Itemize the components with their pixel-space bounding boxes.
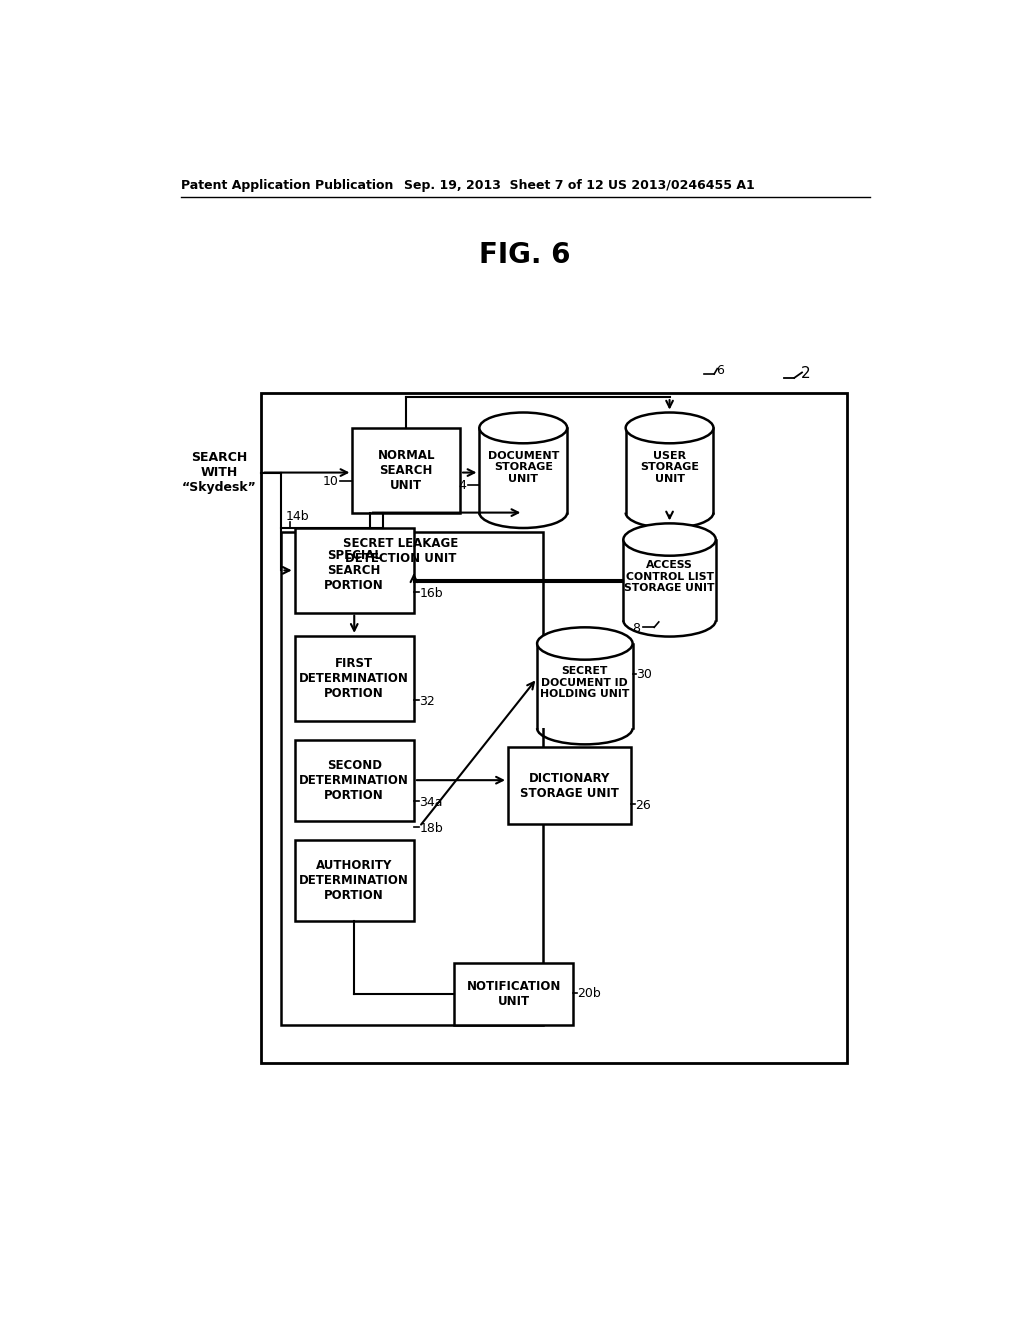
Text: USER
STORAGE
UNIT: USER STORAGE UNIT [640, 450, 699, 483]
FancyBboxPatch shape [282, 532, 544, 1024]
Text: SEARCH
WITH
“Skydesk”: SEARCH WITH “Skydesk” [181, 451, 256, 494]
Text: FIRST
DETERMINATION
PORTION: FIRST DETERMINATION PORTION [299, 656, 410, 700]
FancyBboxPatch shape [624, 540, 716, 620]
Text: 4: 4 [459, 479, 466, 492]
Text: Sep. 19, 2013  Sheet 7 of 12: Sep. 19, 2013 Sheet 7 of 12 [403, 178, 604, 191]
Text: SECRET
DOCUMENT ID
HOLDING UNIT: SECRET DOCUMENT ID HOLDING UNIT [541, 667, 630, 700]
Text: 2: 2 [801, 367, 810, 381]
Text: NOTIFICATION
UNIT: NOTIFICATION UNIT [467, 979, 561, 1008]
Text: 14b: 14b [286, 510, 309, 523]
Text: DOCUMENT
STORAGE
UNIT: DOCUMENT STORAGE UNIT [487, 450, 559, 483]
FancyBboxPatch shape [295, 840, 414, 921]
FancyBboxPatch shape [352, 428, 460, 512]
Text: SECOND
DETERMINATION
PORTION: SECOND DETERMINATION PORTION [299, 759, 410, 801]
FancyBboxPatch shape [454, 964, 573, 1024]
Text: 26: 26 [635, 799, 650, 812]
Text: SECRET LEAKAGE
DETECTION UNIT: SECRET LEAKAGE DETECTION UNIT [343, 537, 459, 565]
Text: 6: 6 [716, 363, 724, 376]
Ellipse shape [624, 524, 716, 556]
Text: 34a: 34a [419, 796, 442, 809]
Text: 32: 32 [419, 694, 435, 708]
Text: US 2013/0246455 A1: US 2013/0246455 A1 [608, 178, 755, 191]
FancyBboxPatch shape [295, 528, 414, 612]
Ellipse shape [479, 412, 567, 444]
FancyBboxPatch shape [261, 393, 847, 1063]
FancyBboxPatch shape [538, 644, 633, 729]
FancyBboxPatch shape [626, 428, 714, 512]
Text: DICTIONARY
STORAGE UNIT: DICTIONARY STORAGE UNIT [520, 772, 618, 800]
Ellipse shape [626, 412, 714, 444]
Text: 8: 8 [632, 622, 640, 635]
Text: SPECIAL
SEARCH
PORTION: SPECIAL SEARCH PORTION [325, 549, 384, 591]
FancyBboxPatch shape [295, 739, 414, 821]
Ellipse shape [538, 627, 633, 660]
Text: 18b: 18b [419, 822, 443, 834]
FancyBboxPatch shape [295, 636, 414, 721]
FancyBboxPatch shape [508, 747, 631, 825]
Text: NORMAL
SEARCH
UNIT: NORMAL SEARCH UNIT [378, 449, 435, 492]
Text: FIG. 6: FIG. 6 [479, 240, 570, 269]
Text: Patent Application Publication: Patent Application Publication [180, 178, 393, 191]
Text: ACCESS
CONTROL LIST
STORAGE UNIT: ACCESS CONTROL LIST STORAGE UNIT [625, 560, 715, 594]
Text: 30: 30 [636, 668, 651, 681]
Text: AUTHORITY
DETERMINATION
PORTION: AUTHORITY DETERMINATION PORTION [299, 859, 410, 902]
Text: 20b: 20b [578, 987, 601, 1001]
Text: 16b: 16b [419, 587, 443, 601]
Text: 10: 10 [323, 475, 339, 488]
FancyBboxPatch shape [479, 428, 567, 512]
